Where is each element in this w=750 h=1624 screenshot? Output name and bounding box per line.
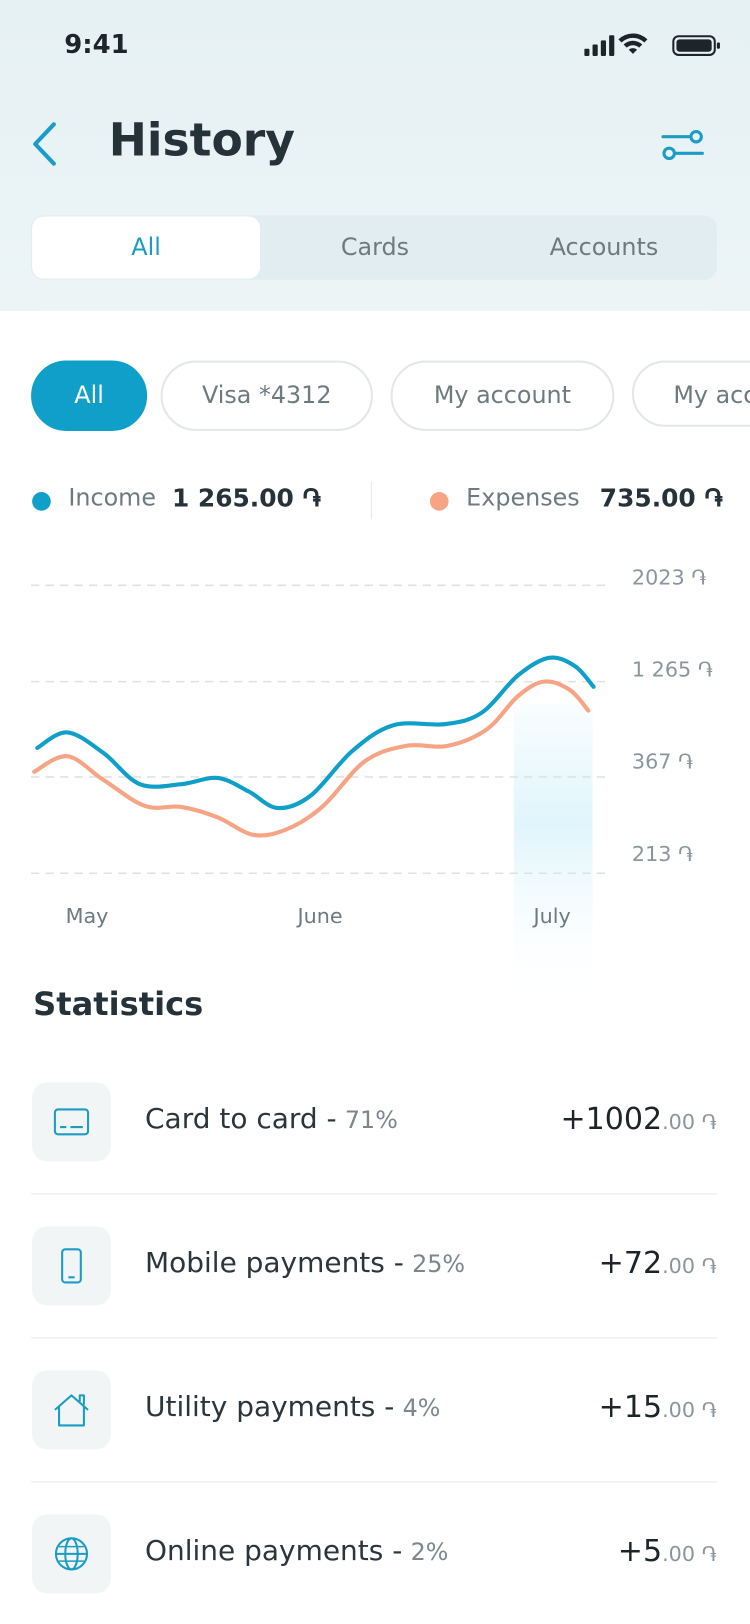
filter-chip[interactable]: All [31, 360, 148, 431]
back-button[interactable] [29, 120, 60, 168]
tab[interactable]: All [131, 234, 161, 262]
icon-box [32, 1226, 111, 1306]
stat-name: Online payments - [145, 1535, 403, 1568]
expenses-dot [429, 492, 449, 511]
icon-box [32, 1082, 111, 1162]
x-label: May [65, 903, 109, 929]
stat-decimals: .00 ֏ [662, 1253, 717, 1279]
separator [31, 1481, 717, 1483]
stat-row[interactable]: Utility payments -4% +15.00 ֏ [0, 1370, 750, 1450]
filter-chip[interactable]: Visa *4312 [160, 360, 373, 431]
stat-percent: 25% [412, 1251, 466, 1279]
status-icons [584, 33, 720, 56]
page-title: History [108, 113, 295, 167]
y-label: 213 ֏ [631, 841, 694, 867]
stat-amount: +5 [617, 1533, 663, 1569]
expenses-line [32, 679, 591, 838]
stat-decimals: .00 ֏ [662, 1109, 717, 1135]
income-value: 1 265.00 ֏ [171, 483, 321, 513]
section-title: Statistics [33, 986, 204, 1024]
separator [31, 1337, 717, 1339]
status-time: 9:41 [64, 29, 129, 60]
y-label: 2023 ֏ [631, 564, 707, 590]
stat-amount: +15 [598, 1389, 663, 1425]
tab[interactable]: Cards [340, 234, 410, 262]
content-card [0, 310, 750, 1624]
tab[interactable]: Accounts [549, 234, 659, 262]
stat-name: Mobile payments - [145, 1247, 404, 1280]
expenses-label: Expenses [466, 484, 580, 512]
highlight-band [513, 704, 593, 1005]
stat-amount: +1002 [560, 1101, 663, 1137]
icon-box [32, 1514, 111, 1594]
chart [31, 584, 610, 1005]
divider [370, 481, 372, 519]
income-label: Income [68, 484, 157, 512]
stat-name: Utility payments - [145, 1391, 395, 1424]
stat-percent: 4% [402, 1395, 441, 1423]
stat-decimals: .00 ֏ [662, 1541, 717, 1567]
stat-percent: 2% [410, 1539, 449, 1567]
stat-row[interactable]: Online payments -2% +5.00 ֏ [0, 1514, 750, 1594]
card-icon [53, 1108, 90, 1136]
phone-icon [61, 1248, 82, 1284]
stat-row[interactable]: Card to card -71% +1002.00 ֏ [0, 1082, 750, 1162]
y-label: 367 ֏ [631, 748, 694, 774]
stat-amount: +72 [598, 1245, 663, 1281]
filter-chip[interactable]: My account [390, 360, 615, 431]
expenses-value: 735.00 ֏ [599, 483, 723, 513]
filter-button[interactable] [659, 126, 707, 163]
stat-name: Card to card - [145, 1103, 337, 1136]
income-line [35, 655, 596, 811]
x-label: July [533, 903, 571, 929]
filter-chip[interactable]: My account [631, 360, 750, 427]
y-label: 1 265 ֏ [631, 656, 714, 682]
active-tab-bg [32, 216, 261, 279]
stat-percent: 71% [344, 1107, 398, 1135]
home-icon [54, 1394, 89, 1427]
icon-box [32, 1370, 111, 1450]
globe-icon [54, 1537, 89, 1571]
separator [31, 1193, 717, 1195]
stat-row[interactable]: Mobile payments - 25% +72.00 ֏ [0, 1226, 750, 1306]
x-label: June [297, 903, 343, 929]
income-dot [32, 492, 51, 511]
stat-decimals: .00 ֏ [662, 1397, 717, 1423]
